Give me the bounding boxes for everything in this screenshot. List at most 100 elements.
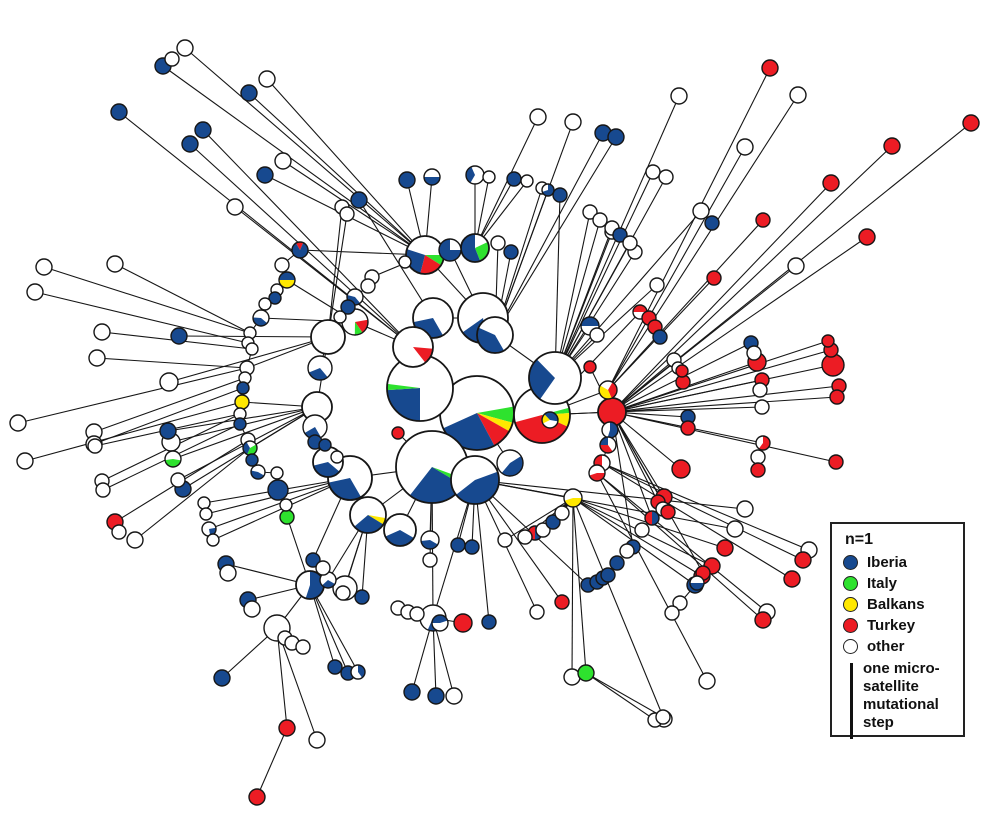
network-node xyxy=(213,669,231,687)
network-node xyxy=(476,316,514,354)
network-node xyxy=(497,532,513,548)
network-node xyxy=(746,345,762,361)
network-node xyxy=(577,664,595,682)
network-node xyxy=(383,513,417,547)
network-node xyxy=(93,323,111,341)
network-node xyxy=(305,552,321,568)
network-node xyxy=(164,450,182,468)
network-node xyxy=(750,449,766,465)
network-node xyxy=(716,539,734,557)
network-node xyxy=(465,165,485,185)
network-node xyxy=(256,166,274,184)
network-node xyxy=(545,514,561,530)
mutational-step-bar-icon xyxy=(850,663,853,739)
network-node xyxy=(310,319,346,355)
legend: n=1 Iberia Italy Balkans Turkey other on… xyxy=(830,522,965,739)
network-node xyxy=(279,498,293,512)
network-node xyxy=(445,687,463,705)
network-node xyxy=(201,521,217,537)
network-node xyxy=(291,241,309,259)
network-node xyxy=(754,399,770,415)
network-node xyxy=(594,124,612,142)
network-node xyxy=(315,560,331,576)
network-node xyxy=(194,121,212,139)
network-node xyxy=(541,183,555,197)
network-node xyxy=(267,479,289,501)
legend-item-label: Iberia xyxy=(867,554,908,571)
network-node xyxy=(563,488,583,508)
network-node xyxy=(243,600,261,618)
network-node xyxy=(607,128,625,146)
network-node xyxy=(398,255,412,269)
network-node xyxy=(350,664,366,680)
network-node xyxy=(583,360,597,374)
network-node xyxy=(582,204,598,220)
network-node xyxy=(16,452,34,470)
network-node xyxy=(652,329,668,345)
network-node xyxy=(110,103,128,121)
network-node xyxy=(234,394,250,410)
network-node xyxy=(822,174,840,192)
network-node xyxy=(450,455,500,505)
iberia-color-dot-icon xyxy=(843,555,858,570)
network-node xyxy=(829,389,845,405)
network-node xyxy=(622,235,638,251)
network-node xyxy=(761,59,779,77)
network-node xyxy=(318,438,332,452)
network-node xyxy=(181,135,199,153)
network-node xyxy=(431,614,449,632)
network-node xyxy=(420,530,440,550)
network-node xyxy=(962,114,980,132)
network-node xyxy=(655,709,671,725)
network-node xyxy=(333,310,347,324)
network-node xyxy=(340,299,356,315)
network-node xyxy=(245,342,259,356)
network-node xyxy=(601,421,619,439)
network-node xyxy=(308,731,326,749)
legend-item-label: Turkey xyxy=(867,617,916,634)
legend-item-turkey: Turkey xyxy=(843,617,959,634)
network-node xyxy=(821,334,835,348)
network-node xyxy=(554,594,570,610)
network-node xyxy=(339,206,355,222)
legend-item-label: Balkans xyxy=(867,596,925,613)
network-node xyxy=(252,309,270,327)
network-node xyxy=(242,440,258,456)
network-node xyxy=(422,552,438,568)
balkans-color-dot-icon xyxy=(843,597,858,612)
network-node xyxy=(755,212,771,228)
network-node xyxy=(268,291,282,305)
network-node xyxy=(248,788,266,806)
network-node xyxy=(278,719,296,737)
network-node xyxy=(398,171,416,189)
network-node xyxy=(858,228,876,246)
network-node xyxy=(360,278,376,294)
network-node xyxy=(307,355,333,381)
network-node xyxy=(482,170,496,184)
legend-item-balkans: Balkans xyxy=(843,596,959,613)
network-node xyxy=(535,522,551,538)
network-node xyxy=(649,277,665,293)
network-node xyxy=(460,233,490,263)
network-node xyxy=(341,308,369,336)
network-node xyxy=(26,283,44,301)
network-node xyxy=(412,297,454,339)
network-node xyxy=(787,257,805,275)
network-node xyxy=(330,450,344,464)
network-node xyxy=(423,168,441,186)
network-node xyxy=(236,381,250,395)
network-node xyxy=(520,174,534,188)
network-node xyxy=(170,327,188,345)
network-node xyxy=(226,198,244,216)
network-node xyxy=(278,271,296,289)
network-node xyxy=(206,533,220,547)
network-node xyxy=(240,84,258,102)
network-node xyxy=(327,659,343,675)
turkey-color-dot-icon xyxy=(843,618,858,633)
legend-item-italy: Italy xyxy=(843,575,959,592)
network-node xyxy=(391,426,405,440)
network-node xyxy=(87,438,103,454)
network-node xyxy=(754,611,772,629)
network-node xyxy=(612,227,628,243)
